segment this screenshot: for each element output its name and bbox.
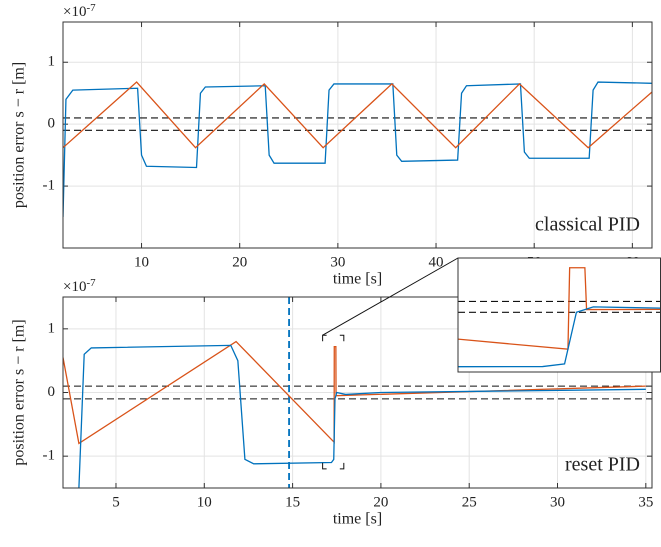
x-tick-label: 25 bbox=[462, 494, 477, 510]
x-tick-label: 5 bbox=[112, 494, 120, 510]
y-tick-label: 1 bbox=[48, 54, 56, 70]
zoom-connector bbox=[322, 257, 459, 336]
y-multiplier-base: ×10 bbox=[63, 279, 86, 295]
plot-area bbox=[63, 81, 652, 218]
x-axis-label: time [s] bbox=[333, 271, 382, 288]
data-line bbox=[63, 81, 652, 149]
axes-box bbox=[62, 21, 653, 249]
x-axis-label: time [s] bbox=[333, 511, 382, 528]
x-tick-label: 20 bbox=[373, 494, 388, 510]
y-multiplier: ×10-7 bbox=[63, 277, 96, 296]
data-line bbox=[63, 340, 646, 445]
x-tick-label: 30 bbox=[330, 254, 345, 270]
y-multiplier-exponent: -7 bbox=[86, 2, 96, 14]
y-multiplier: ×10-7 bbox=[63, 2, 96, 21]
annotation: reset PID bbox=[565, 454, 640, 476]
data-line bbox=[63, 81, 652, 218]
y-multiplier-exponent: -7 bbox=[86, 277, 96, 289]
y-multiplier-base: ×10 bbox=[63, 4, 86, 20]
inset-plot bbox=[458, 267, 661, 368]
y-axis-label: position error s − r [m] bbox=[11, 62, 28, 208]
x-tick-label: 15 bbox=[285, 494, 300, 510]
y-tick-label: -1 bbox=[43, 448, 56, 464]
x-tick-label: 30 bbox=[550, 494, 565, 510]
annotation: classical PID bbox=[535, 214, 640, 236]
data-line bbox=[78, 344, 646, 488]
y-axis-label: position error s − r [m] bbox=[11, 319, 28, 465]
axes-box bbox=[62, 296, 653, 489]
x-tick-label: 20 bbox=[232, 254, 247, 270]
x-tick-label: 40 bbox=[429, 254, 444, 270]
x-tick-label: 35 bbox=[638, 494, 653, 510]
x-tick-label: 10 bbox=[134, 254, 149, 270]
x-tick-label: 10 bbox=[197, 494, 212, 510]
y-tick-label: -1 bbox=[43, 178, 56, 194]
inset-background bbox=[458, 258, 661, 372]
y-tick-label: 0 bbox=[48, 384, 56, 400]
plot-area bbox=[63, 297, 652, 488]
y-tick-label: 0 bbox=[48, 116, 56, 132]
data-line bbox=[458, 267, 661, 350]
zoom-bracket bbox=[322, 334, 345, 470]
y-tick-label: 1 bbox=[48, 320, 56, 336]
